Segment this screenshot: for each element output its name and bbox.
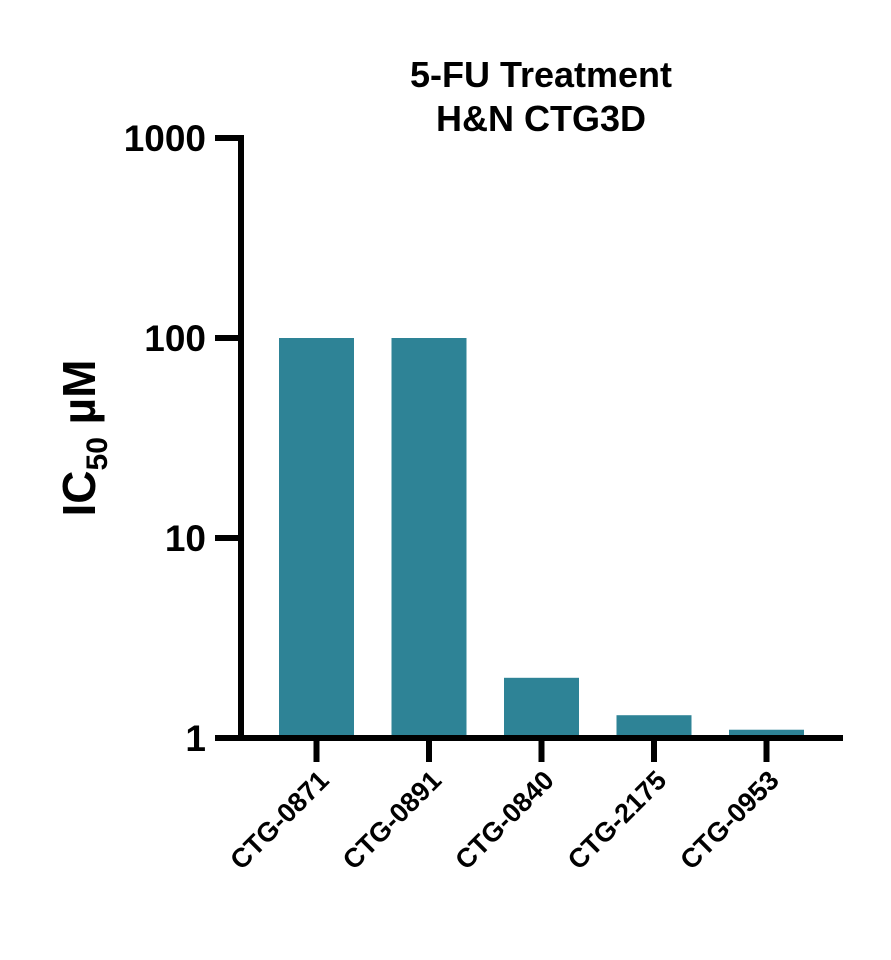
x-tick-label: CTG-0953 <box>674 765 784 875</box>
y-tick-label: 1 <box>185 718 206 759</box>
axes: CTG-0871 CTG-0891 CTG-0840 CTG-2175 CTG-0953… <box>124 118 843 875</box>
chart-title: 5-FU Treatment H&N CTG3D <box>410 54 672 139</box>
x-tick-label: CTG-2175 <box>562 765 672 875</box>
chart-title-line-1: 5-FU Treatment <box>410 54 672 95</box>
chart-title-line-2: H&N CTG3D <box>436 98 646 139</box>
bar-ctg-0871 <box>279 338 354 738</box>
y-axis-label: IC50 µM <box>53 360 114 517</box>
y-tick-label: 10 <box>165 518 206 559</box>
y-tick-label: 1000 <box>124 118 206 159</box>
bar-ctg-0953 <box>729 729 804 738</box>
y-tick-label: 100 <box>144 318 206 359</box>
bar-ctg-0891 <box>391 338 467 738</box>
x-tick-label: CTG-0871 <box>224 765 334 875</box>
bar-ctg-2175 <box>616 715 692 738</box>
x-tick-label: CTG-0840 <box>449 765 559 875</box>
x-tick-label: CTG-0891 <box>337 765 447 875</box>
bars <box>279 338 804 738</box>
bar-ctg-0840 <box>504 677 579 738</box>
